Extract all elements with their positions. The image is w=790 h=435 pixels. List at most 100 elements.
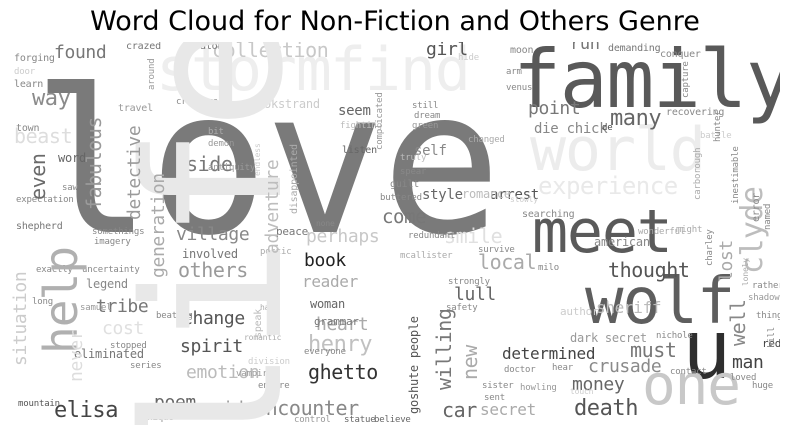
word-travel: travel	[118, 103, 153, 114]
word-love: love	[32, 47, 502, 280]
word-even: even	[26, 153, 50, 200]
word-crazed: crazed	[126, 42, 161, 52]
word-local: local	[478, 250, 537, 274]
word-huge: huge	[752, 381, 773, 391]
word-still: still	[412, 101, 439, 111]
word-howling: howling	[520, 383, 557, 393]
word-learn: learn	[14, 79, 44, 90]
word-vampire: vampire	[236, 369, 273, 379]
word-find: find	[330, 42, 471, 105]
word-recovering: recovering	[666, 107, 725, 118]
word-elisa: elisa	[54, 398, 119, 423]
word-safety: safety	[446, 303, 478, 313]
word-reader: reader	[302, 272, 358, 291]
word-loved: loved	[730, 373, 757, 383]
word-way: way	[32, 86, 71, 111]
word-disappointed: disappointed	[289, 144, 300, 214]
word-point: point	[528, 98, 581, 119]
word-bookstrand: bookstrand	[250, 97, 320, 111]
word-goshute-people: goshute people	[407, 316, 421, 414]
word-imagery: imagery	[94, 237, 131, 247]
word-somethings: somethings	[92, 227, 145, 237]
word-determined: determined	[502, 344, 596, 363]
word-wolf: wolf	[585, 265, 735, 339]
word-redundant: redundant	[408, 231, 456, 241]
word-kill: kill	[767, 327, 777, 348]
word-strongly: strongly	[448, 277, 490, 287]
word-lull: lull	[454, 284, 496, 305]
word-doctor: doctor	[504, 365, 536, 375]
word-poetic: poetic	[260, 247, 292, 257]
word-thing: thing	[756, 311, 780, 321]
word-division: division	[248, 357, 290, 367]
word-arm: arm	[506, 67, 522, 77]
word-cost: cost	[102, 318, 144, 339]
word-demon: demon	[208, 139, 235, 149]
word-around: around	[147, 58, 157, 90]
word-peace: peace	[276, 225, 309, 238]
word-detective: detective	[124, 125, 145, 220]
word-mcallister: mcallister	[400, 251, 453, 261]
word-entire: entire	[258, 381, 290, 391]
word-fabulous: fabulous	[82, 116, 106, 210]
word-style: style	[422, 187, 463, 203]
word-battle: battle	[700, 131, 732, 141]
word-door: door	[14, 67, 35, 77]
word-hunter: hunter	[713, 110, 723, 142]
word-change: change	[182, 308, 245, 329]
word-lonely: lonely	[741, 258, 750, 286]
word-wonderful: wonderful	[638, 227, 686, 237]
word-touch: touch	[570, 387, 594, 396]
word-never: never	[66, 329, 87, 382]
word-found: found	[54, 42, 107, 63]
word-tribe: tribe	[96, 296, 149, 317]
word-author: author	[560, 305, 599, 318]
word-time: time	[196, 286, 234, 305]
word-endless: endless	[253, 143, 262, 176]
word-death: death	[574, 396, 639, 421]
word-spear: spear	[400, 167, 427, 177]
word-family: family	[513, 42, 780, 126]
word-nichole: nichole	[656, 331, 693, 341]
word-venus: venus	[506, 83, 533, 93]
word-self: self	[414, 143, 447, 159]
word-crusade: crusade	[588, 356, 662, 377]
word-statue: statue	[344, 415, 376, 425]
word-come: come	[382, 206, 427, 228]
word-run: run	[570, 42, 600, 54]
word-generation: generation	[148, 173, 169, 278]
word-samuel: samuel	[80, 303, 112, 313]
word-dream: dream	[414, 111, 441, 121]
word-fighting: fighting	[340, 121, 382, 131]
word-grammar: grammar	[314, 315, 359, 328]
word-encounter: encounter	[254, 396, 359, 420]
word-american: american	[594, 235, 650, 249]
word-romance: romance	[462, 187, 511, 201]
word-charley: charley	[705, 229, 715, 266]
word-green: green	[412, 121, 439, 131]
word-series: series	[130, 361, 162, 371]
word-arrest: arrest	[490, 187, 539, 203]
word-word: word	[58, 151, 86, 165]
word-everyone: everyone	[304, 347, 346, 357]
word-inestimable: inestimable	[731, 146, 741, 204]
word-many: many	[610, 106, 662, 131]
word-one: one	[642, 353, 741, 418]
word-situation: situation	[10, 271, 31, 366]
word-new: new	[458, 345, 482, 380]
word-ride: ride	[212, 398, 254, 419]
word-side: side	[186, 152, 233, 176]
word-antiquity: antiquity	[208, 163, 256, 173]
word-truly: truly	[400, 153, 427, 163]
word-control: control	[294, 415, 331, 425]
word-willing: willing	[432, 308, 456, 391]
word-buttered: buttered	[380, 193, 422, 203]
word-capture: capture	[681, 61, 691, 98]
word-de: de	[602, 123, 613, 133]
word-sheriff: sheriff	[596, 298, 662, 317]
word-rather: rather	[752, 281, 780, 291]
word-bit: bit	[208, 127, 224, 137]
word-others: others	[178, 258, 248, 282]
word-money: money	[572, 374, 625, 395]
word-conquer: conquer	[660, 49, 701, 60]
